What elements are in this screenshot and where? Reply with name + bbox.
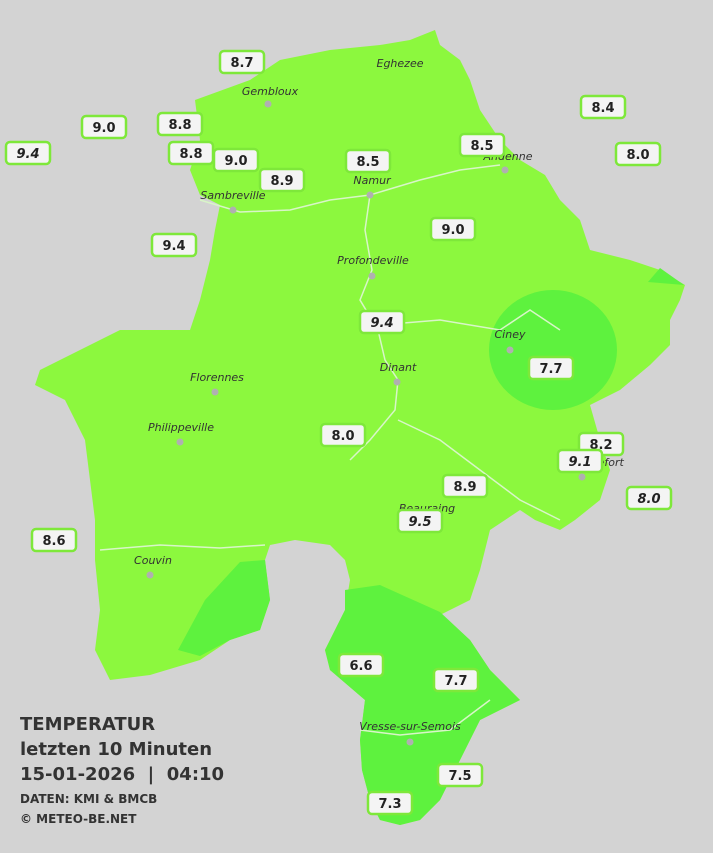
station-value: 8.4 <box>591 101 614 116</box>
station-value: 6.6 <box>349 659 372 674</box>
station-value: 8.6 <box>42 534 65 549</box>
station-box <box>458 132 506 158</box>
station-box <box>319 422 367 448</box>
station-value: 9.4 <box>16 147 39 162</box>
station-value: 8.0 <box>626 148 649 163</box>
city-dot <box>368 272 376 280</box>
station-value: 9.4 <box>370 316 393 331</box>
cold-zone <box>325 585 520 825</box>
city-label: Eghezee <box>377 57 424 70</box>
river <box>349 194 399 461</box>
station-value: 8.9 <box>453 480 476 495</box>
station-box <box>436 762 484 788</box>
station-value: 9.1 <box>568 455 591 470</box>
city-dot <box>176 438 184 446</box>
station-box <box>432 667 480 693</box>
city-label: Sambreville <box>200 189 265 202</box>
station-value: 7.3 <box>378 797 401 812</box>
station-box <box>625 485 673 511</box>
station-value: 7.7 <box>539 362 562 377</box>
station-value: 8.5 <box>356 155 379 170</box>
city-dot <box>229 206 237 214</box>
city-label: Dinant <box>380 361 417 374</box>
station-box <box>441 473 489 499</box>
station-value: 7.5 <box>448 769 471 784</box>
station-value: 8.5 <box>470 139 493 154</box>
station-value: 9.0 <box>92 121 115 136</box>
station-value: 8.7 <box>230 56 253 71</box>
cold-zone <box>648 268 684 285</box>
city-dot <box>501 166 509 174</box>
station-box <box>4 140 52 166</box>
legend-subtitle: letzten 10 Minuten <box>20 739 212 760</box>
city-label: Vresse-sur-Semois <box>359 720 461 733</box>
station-value: 9.0 <box>441 223 464 238</box>
legend-credit: © METEO-BE.NET <box>20 812 137 826</box>
city-label: Philippeville <box>148 421 214 434</box>
legend-title: TEMPERATUR <box>20 714 155 735</box>
station-box <box>218 49 266 75</box>
legend-source: DATEN: KMI & BMCB <box>20 792 157 806</box>
city-dot <box>264 100 272 108</box>
city-label: Namur <box>353 174 392 187</box>
station-box <box>556 448 604 474</box>
station-box <box>366 790 414 816</box>
legend-timestamp: 15-01-2026 | 04:10 <box>20 764 224 785</box>
rivers <box>99 164 561 736</box>
station-value: 8.0 <box>331 429 354 444</box>
station-box <box>212 147 260 173</box>
station-value: 8.8 <box>168 118 191 133</box>
city-label: Couvin <box>134 554 172 567</box>
station-box <box>150 232 198 258</box>
station-box <box>527 355 575 381</box>
river <box>359 699 491 736</box>
station-box <box>30 527 78 553</box>
legend: TEMPERATUR letzten 10 Minuten 15-01-2026… <box>20 714 224 826</box>
city-label: Gembloux <box>242 85 299 98</box>
station-box <box>579 94 627 120</box>
station-box <box>429 216 477 242</box>
cold-zone <box>489 290 617 410</box>
river <box>199 164 501 213</box>
cold-zone <box>178 560 270 656</box>
station-value: 9.4 <box>162 239 185 254</box>
station-box <box>614 141 662 167</box>
station-value: 7.7 <box>444 674 467 689</box>
station-box <box>337 652 385 678</box>
station-box <box>80 114 128 140</box>
station-value: 8.9 <box>270 174 293 189</box>
city-dot <box>146 571 154 579</box>
station-value: 8.8 <box>179 147 202 162</box>
station-value: 8.0 <box>637 492 660 507</box>
city-dot <box>578 473 586 481</box>
station-box <box>344 148 392 174</box>
city-label: Profondeville <box>337 254 409 267</box>
station-value: 9.5 <box>408 515 431 530</box>
river <box>397 419 561 521</box>
river <box>99 544 266 551</box>
city-dot <box>406 738 414 746</box>
station-box <box>156 111 204 137</box>
city-label: Florennes <box>190 371 244 384</box>
river <box>379 309 561 331</box>
station-box <box>258 167 306 193</box>
city-dot <box>366 191 374 199</box>
station-box <box>358 309 406 335</box>
city-dot <box>506 346 514 354</box>
city-label: Ciney <box>495 328 526 341</box>
city-dot <box>393 378 401 386</box>
station-value: 9.0 <box>224 154 247 169</box>
station-box <box>396 508 444 534</box>
city-dot <box>211 388 219 396</box>
